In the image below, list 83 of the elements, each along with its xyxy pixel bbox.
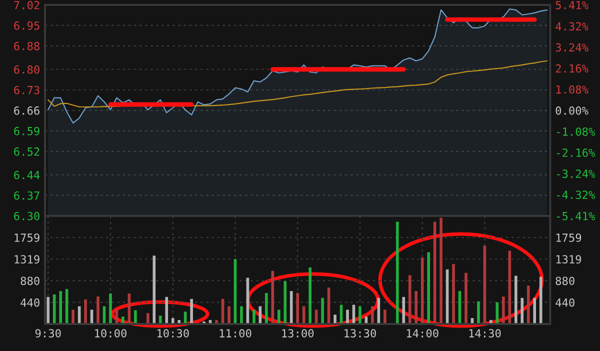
bar bbox=[308, 267, 312, 324]
bar bbox=[190, 298, 193, 324]
bar bbox=[284, 281, 287, 324]
bar bbox=[171, 318, 174, 324]
x-tick-label: 13:30 bbox=[344, 329, 376, 338]
bar bbox=[265, 293, 268, 324]
bar bbox=[46, 296, 50, 324]
bar bbox=[358, 306, 362, 324]
y-tick-label: 6.80 bbox=[14, 65, 40, 74]
bar bbox=[52, 294, 56, 324]
y-tick-label: 1319 bbox=[14, 255, 40, 264]
bar bbox=[152, 256, 156, 324]
y-tick-label: 7.02 bbox=[14, 0, 40, 10]
y-tick-label: 6.30 bbox=[14, 212, 40, 220]
bar bbox=[240, 306, 243, 324]
y2-tick-label: -5.41% bbox=[556, 212, 596, 220]
y-tick-label: 6.88 bbox=[14, 42, 40, 50]
y-tick-label: 1759 bbox=[14, 234, 40, 242]
bar bbox=[296, 293, 300, 324]
y2-tick-label: 440 bbox=[556, 298, 574, 307]
y2-tick-label: 1319 bbox=[556, 255, 582, 264]
bar bbox=[408, 275, 412, 324]
bar bbox=[477, 301, 480, 324]
x-tick-label: 10:00 bbox=[95, 329, 126, 338]
bar bbox=[228, 306, 230, 324]
bar bbox=[84, 299, 87, 324]
bar bbox=[384, 310, 386, 324]
y2-tick-label: 1.08% bbox=[556, 85, 588, 94]
y2-tick-label: 4.32% bbox=[556, 22, 588, 31]
y-tick-label: 440 bbox=[20, 298, 40, 307]
bar bbox=[402, 296, 406, 324]
bar bbox=[321, 298, 324, 324]
y2-tick-label: 2.16% bbox=[556, 64, 588, 73]
y-tick-label: 880 bbox=[20, 276, 40, 286]
bar bbox=[452, 264, 455, 324]
bar bbox=[72, 310, 74, 324]
y-tick-label: 6.66 bbox=[14, 106, 40, 115]
y-tick-label: 6.37 bbox=[14, 191, 40, 200]
x-tick-label: 10:30 bbox=[157, 329, 189, 338]
bar bbox=[334, 314, 336, 324]
y2-tick-label: -2.16% bbox=[556, 148, 596, 157]
bar bbox=[252, 310, 256, 324]
x-tick-label: 11:00 bbox=[220, 329, 252, 338]
y2-tick-label: 3.24% bbox=[556, 43, 588, 52]
y-tick-label: 6.73 bbox=[14, 86, 40, 94]
bar bbox=[290, 291, 293, 324]
bar bbox=[414, 291, 418, 324]
bar bbox=[59, 291, 62, 324]
y-tick-label: 6.95 bbox=[14, 21, 40, 30]
bar bbox=[533, 298, 536, 324]
y2-tick-label: -3.24% bbox=[556, 170, 596, 178]
bar bbox=[371, 306, 374, 324]
bar bbox=[502, 296, 505, 324]
y2-tick-label: 0.00% bbox=[556, 106, 588, 115]
bar bbox=[520, 298, 524, 324]
y2-tick-label: -4.32% bbox=[556, 190, 596, 200]
bar bbox=[165, 296, 168, 324]
x-tick-label: 14:30 bbox=[469, 329, 501, 338]
bar bbox=[122, 316, 124, 324]
bar bbox=[146, 313, 150, 324]
bar bbox=[346, 310, 349, 324]
y2-tick-label: -1.08% bbox=[556, 127, 596, 136]
bar bbox=[440, 218, 442, 324]
x-tick-label: 9:30 bbox=[35, 329, 61, 338]
bar bbox=[271, 270, 274, 324]
x-tick-label: 14:00 bbox=[406, 329, 438, 338]
y-tick-label: 6.59 bbox=[14, 126, 40, 136]
bar bbox=[526, 286, 530, 324]
y-tick-label: 6.44 bbox=[14, 170, 40, 180]
bar bbox=[134, 310, 137, 324]
bar bbox=[427, 252, 430, 324]
bar bbox=[277, 310, 280, 324]
y-tick-label: 6.52 bbox=[14, 147, 40, 156]
bar bbox=[464, 272, 468, 324]
x-tick-label: 13:00 bbox=[282, 329, 314, 338]
bar bbox=[158, 316, 162, 324]
y2-tick-label: 1759 bbox=[556, 234, 582, 242]
y2-tick-label: 5.41% bbox=[556, 1, 588, 10]
bar bbox=[396, 222, 399, 324]
bar bbox=[109, 293, 112, 324]
bar bbox=[514, 276, 518, 324]
bar bbox=[96, 296, 100, 324]
y2-tick-label: 880 bbox=[556, 276, 574, 286]
